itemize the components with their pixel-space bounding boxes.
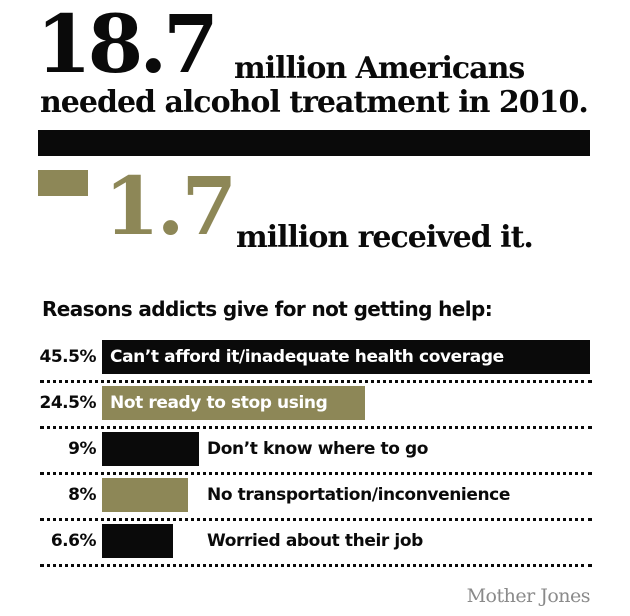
credit-logo: Mother Jones [466,585,591,607]
row-divider [40,472,592,475]
reason-bar [102,524,173,558]
received-text: million received it. [236,220,534,255]
reason-row: 9% Don’t know where to go [0,432,630,466]
reason-bar [102,340,590,374]
reason-value-label: 24.5% [39,393,97,413]
reason-category-label: Not ready to stop using [110,393,328,413]
row-divider [40,564,592,567]
reason-category-label: Worried about their job [207,531,423,551]
row-divider [40,380,592,383]
big-number-needed: 18.7 [36,0,219,91]
row-divider [40,518,592,521]
reason-value-label: 45.5% [39,347,97,367]
reason-bar [102,386,365,420]
reason-value-label: 6.6% [50,531,97,551]
reason-row: 45.5% Can’t afford it/inadequate health c… [0,340,630,374]
big-number-received: 1.7 [104,159,237,253]
reason-category-label: Can’t afford it/inadequate health covera… [110,347,504,367]
reason-category-label: No transportation/inconvenience [207,485,510,505]
headline-line-2: needed alcohol treatment in 2010. [40,85,589,120]
reason-value-label: 8% [68,485,96,505]
bar-needed-total [38,130,590,156]
bar-received [38,170,88,196]
reason-row: 24.5% Not ready to stop using [0,386,630,420]
reason-value-label: 9% [68,439,96,459]
reason-row: 8% No transportation/inconvenience [0,478,630,512]
reason-bar [102,432,199,466]
row-divider [40,426,592,429]
reason-category-label: Don’t know where to go [207,439,429,459]
reason-bar [102,478,188,512]
headline-line-1: million Americans [234,51,525,86]
reason-row: 6.6% Worried about their job [0,524,630,558]
chart-subtitle: Reasons addicts give for not getting hel… [42,297,493,321]
